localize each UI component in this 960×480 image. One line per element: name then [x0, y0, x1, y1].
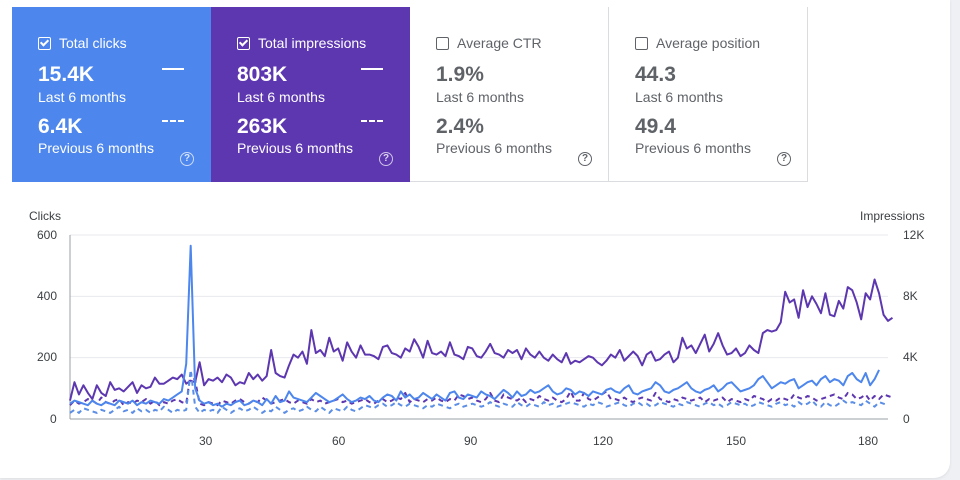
clicks-prev-series-line — [69, 368, 889, 414]
x-tick: 120 — [593, 434, 614, 448]
y-right-tick: 0 — [903, 412, 910, 426]
y-left-tick: 0 — [50, 412, 57, 426]
previous-value: 6.4K — [38, 115, 83, 138]
card-header: Average position — [635, 35, 760, 51]
y-left-tick: 400 — [37, 289, 58, 303]
checkbox-unchecked-icon[interactable] — [635, 36, 648, 50]
impressions-series-line — [69, 278, 894, 401]
current-value: 44.3 — [635, 63, 676, 86]
current-value: 1.9% — [436, 63, 484, 86]
card-header: Average CTR — [436, 35, 542, 51]
y-right-tick: 8K — [903, 289, 918, 303]
card-header: Total impressions — [237, 35, 366, 51]
impressions-prev-series-line — [69, 372, 893, 407]
previous-value: 263K — [237, 115, 288, 138]
dashed-line-legend-icon — [162, 120, 184, 122]
metric-cards: Total clicks 15.4K Last 6 months 6.4K Pr… — [12, 7, 808, 182]
help-icon[interactable]: ? — [379, 152, 393, 166]
card-label: Average CTR — [457, 35, 542, 51]
card-total-clicks[interactable]: Total clicks 15.4K Last 6 months 6.4K Pr… — [12, 7, 211, 182]
current-period: Last 6 months — [436, 89, 524, 105]
card-label: Total impressions — [258, 35, 367, 51]
current-period: Last 6 months — [38, 89, 126, 105]
dashed-line-legend-icon — [361, 120, 383, 122]
x-tick: 30 — [199, 434, 213, 448]
previous-period: Previous 6 months — [38, 140, 154, 156]
current-period: Last 6 months — [635, 89, 723, 105]
checkbox-checked-icon[interactable] — [237, 36, 250, 50]
x-tick: 180 — [858, 434, 879, 448]
chart-grid — [69, 234, 888, 420]
x-tick: 60 — [332, 434, 346, 448]
previous-period: Previous 6 months — [436, 140, 552, 156]
previous-value: 2.4% — [436, 115, 484, 138]
previous-value: 49.4 — [635, 115, 676, 138]
card-label: Average position — [656, 35, 761, 51]
help-icon[interactable]: ? — [180, 152, 194, 166]
previous-period: Previous 6 months — [635, 140, 751, 156]
current-period: Last 6 months — [237, 89, 325, 105]
checkbox-checked-icon[interactable] — [38, 36, 51, 50]
solid-line-legend-icon — [162, 68, 184, 70]
card-total-impressions[interactable]: Total impressions 803K Last 6 months 263… — [211, 7, 410, 182]
x-tick: 90 — [464, 434, 478, 448]
current-value: 803K — [237, 63, 288, 86]
chart-series — [69, 244, 894, 414]
help-icon[interactable]: ? — [578, 152, 592, 166]
help-icon[interactable]: ? — [777, 152, 791, 166]
solid-line-legend-icon — [361, 68, 383, 70]
y-right-tick: 12K — [903, 228, 925, 242]
y-left-tick: 200 — [37, 350, 58, 364]
clicks-series-line — [69, 244, 880, 408]
card-average-ctr[interactable]: Average CTR 1.9% Last 6 months 2.4% Prev… — [410, 7, 609, 182]
x-tick: 150 — [726, 434, 747, 448]
card-label: Total clicks — [59, 35, 127, 51]
y-right-tick: 4K — [903, 350, 918, 364]
y-axis-right-label: Impressions — [860, 209, 925, 223]
current-value: 15.4K — [38, 63, 95, 86]
card-average-position[interactable]: Average position 44.3 Last 6 months 49.4… — [609, 7, 808, 182]
y-axis-left-label: Clicks — [29, 209, 61, 223]
checkbox-unchecked-icon[interactable] — [436, 36, 449, 50]
y-left-tick: 600 — [37, 228, 58, 242]
card-header: Total clicks — [38, 35, 127, 51]
previous-period: Previous 6 months — [237, 140, 353, 156]
